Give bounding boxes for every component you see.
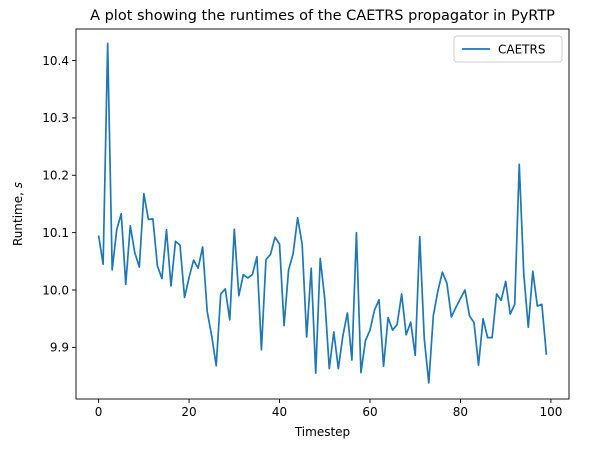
x-axis-ticks: 0 20 40 60 80 100 <box>95 399 562 419</box>
plot-area <box>75 28 570 400</box>
x-tick-label: 40 <box>272 405 287 419</box>
y-tick-label: 9.9 <box>50 341 69 355</box>
x-tick-label: 80 <box>453 405 468 419</box>
x-tick-label: 20 <box>181 405 196 419</box>
legend-label-caetrs: CAETRS <box>498 42 545 56</box>
y-tick-label: 10.4 <box>42 54 69 68</box>
x-tick-label: 60 <box>362 405 377 419</box>
y-axis-ticks: 9.9 10.0 10.1 10.2 10.3 10.4 <box>42 54 76 355</box>
legend: CAETRS <box>453 35 563 63</box>
chart-title: A plot showing the runtimes of the CAETR… <box>90 8 555 24</box>
series-line-caetrs <box>97 42 548 384</box>
y-axis-label: Runtime, s <box>11 182 25 246</box>
x-tick-label: 100 <box>539 405 562 419</box>
y-tick-label: 10.2 <box>42 169 69 183</box>
y-tick-label: 10.1 <box>42 226 69 240</box>
legend-box <box>453 35 563 63</box>
x-tick-label: 0 <box>95 405 103 419</box>
x-axis-label: Timestep <box>294 425 350 439</box>
y-tick-label: 10.0 <box>42 283 69 297</box>
y-tick-label: 10.3 <box>42 111 69 125</box>
